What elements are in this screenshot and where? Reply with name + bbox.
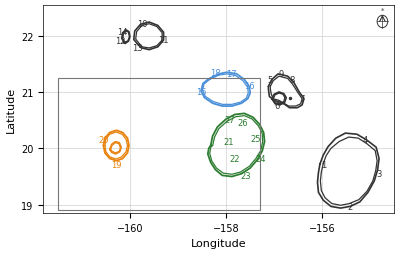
Text: 8: 8 bbox=[290, 76, 295, 85]
Text: 15: 15 bbox=[196, 88, 206, 97]
Text: 11: 11 bbox=[158, 36, 169, 45]
X-axis label: Longitude: Longitude bbox=[191, 239, 247, 248]
Text: 23: 23 bbox=[240, 171, 251, 180]
Text: 14: 14 bbox=[118, 27, 128, 36]
Text: 16: 16 bbox=[244, 81, 254, 90]
Text: 22: 22 bbox=[230, 154, 240, 163]
Text: 7: 7 bbox=[300, 95, 305, 104]
Text: 12: 12 bbox=[115, 36, 126, 45]
Text: 9: 9 bbox=[279, 70, 284, 79]
Text: 17: 17 bbox=[226, 70, 236, 79]
Text: 20: 20 bbox=[98, 136, 109, 145]
Text: 5: 5 bbox=[268, 76, 273, 85]
Text: 6: 6 bbox=[274, 102, 279, 110]
Text: 13: 13 bbox=[132, 44, 142, 53]
Y-axis label: Latitude: Latitude bbox=[6, 86, 16, 132]
Text: *: * bbox=[381, 8, 384, 13]
Text: 27: 27 bbox=[225, 115, 235, 124]
Text: 2: 2 bbox=[348, 202, 353, 211]
Text: 21: 21 bbox=[223, 137, 234, 147]
Text: 19: 19 bbox=[111, 160, 122, 169]
Text: 3: 3 bbox=[376, 169, 382, 179]
Text: 10: 10 bbox=[137, 20, 147, 28]
Text: 24: 24 bbox=[256, 154, 266, 163]
Text: 18: 18 bbox=[210, 68, 221, 77]
Text: 1: 1 bbox=[321, 160, 326, 169]
Text: 26: 26 bbox=[238, 119, 248, 128]
Bar bbox=[58, 78, 260, 211]
Text: 25: 25 bbox=[251, 134, 261, 143]
Text: 4: 4 bbox=[363, 136, 368, 145]
